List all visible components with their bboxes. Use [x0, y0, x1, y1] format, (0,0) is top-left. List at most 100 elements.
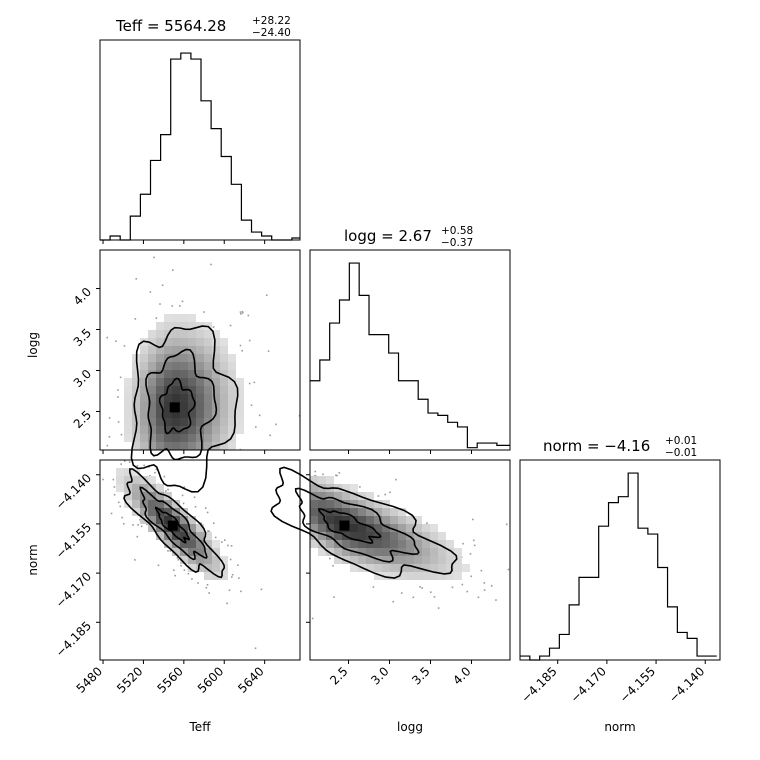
scatter-point: [306, 539, 308, 541]
scatter-point: [255, 647, 257, 649]
scatter-point: [127, 462, 129, 464]
density-cell: [188, 378, 196, 386]
title-logg-minus: −0.37: [441, 237, 473, 249]
scatter-point: [129, 461, 131, 463]
scatter-point: [173, 475, 175, 477]
density-cell: [390, 540, 398, 548]
density-cell: [196, 394, 204, 402]
scatter-point: [137, 524, 139, 526]
density-cell: [124, 378, 132, 386]
title-norm-minus: −0.01: [665, 447, 697, 459]
density-cell: [430, 532, 438, 540]
density-cell: [196, 346, 204, 354]
density-cell: [454, 564, 462, 572]
scatter-point: [208, 592, 210, 594]
density-cell: [156, 330, 164, 338]
scatter-point: [297, 533, 299, 535]
x-axis-label-teff: Teff: [189, 720, 212, 734]
scatter-point: [215, 537, 217, 539]
scatter-point: [213, 522, 215, 524]
scatter-point: [137, 455, 139, 457]
scatter-point: [395, 479, 397, 481]
scatter-point: [160, 463, 162, 465]
scatter-point: [174, 575, 176, 577]
density-cell: [196, 362, 204, 370]
scatter-point: [284, 520, 286, 522]
scatter-point: [301, 542, 303, 544]
scatter-point: [261, 589, 263, 591]
scatter-point: [249, 505, 251, 507]
density-cell: [212, 426, 220, 434]
scatter-point: [167, 489, 169, 491]
density-cell: [172, 434, 180, 442]
scatter-point: [430, 591, 432, 593]
scatter-point: [287, 509, 289, 511]
scatter-point: [229, 589, 231, 591]
density-cell: [204, 426, 212, 434]
scatter-point: [230, 325, 232, 327]
x-tick-label: 4.0: [450, 664, 473, 687]
scatter-point: [296, 500, 298, 502]
density-cell: [188, 314, 196, 322]
scatter-point: [339, 472, 341, 474]
scatter-point: [119, 506, 121, 508]
density-cell: [236, 426, 244, 434]
scatter-point: [256, 444, 258, 446]
density-cell: [382, 532, 390, 540]
scatter-point: [60, 347, 62, 349]
x-tick-label: 5520: [114, 664, 145, 695]
density-cell: [366, 516, 374, 524]
scatter-point: [111, 513, 113, 515]
title-logg-plus: +0.58: [441, 225, 473, 237]
scatter-point: [140, 550, 142, 552]
scatter-point: [103, 465, 105, 467]
density-cell: [204, 394, 212, 402]
density-cell: [172, 500, 180, 508]
density-cell: [156, 484, 164, 492]
density-cell: [180, 442, 188, 450]
density-cell: [196, 402, 204, 410]
x-tick-label: 5480: [74, 664, 105, 695]
density-cell: [382, 540, 390, 548]
scatter-point: [484, 582, 486, 584]
scatter-point: [240, 591, 242, 593]
scatter-point: [114, 494, 116, 496]
scatter-point: [109, 436, 111, 438]
x-axis-label-norm: norm: [604, 720, 635, 734]
density-cell: [140, 434, 148, 442]
scatter-point: [264, 538, 266, 540]
density-cell: [414, 556, 422, 564]
scatter-point: [462, 543, 464, 545]
scatter-point: [154, 538, 156, 540]
scatter-point: [238, 514, 240, 516]
density-cell: [188, 442, 196, 450]
scatter-point: [314, 471, 316, 473]
density-cell: [382, 548, 390, 556]
scatter-point: [286, 528, 288, 530]
density-cell: [124, 386, 132, 394]
scatter-point: [206, 491, 208, 493]
density-cell: [196, 330, 204, 338]
scatter-point: [192, 464, 194, 466]
scatter-point: [259, 415, 261, 417]
scatter-point: [233, 455, 235, 457]
density-cell: [326, 476, 334, 484]
scatter-point: [294, 476, 296, 478]
scatter-point: [401, 592, 403, 594]
scatter-point: [162, 284, 164, 286]
density-cell: [196, 434, 204, 442]
x-tick-label: −4.185: [519, 664, 560, 705]
density-cell: [140, 394, 148, 402]
scatter-point: [188, 466, 190, 468]
scatter-point: [164, 567, 166, 569]
density-cell: [148, 386, 156, 394]
scatter-point: [165, 490, 167, 492]
scatter-point: [270, 451, 272, 453]
density-cell: [164, 314, 172, 322]
density-cell: [172, 394, 180, 402]
scatter-point: [132, 524, 134, 526]
density-cell: [438, 556, 446, 564]
density-cell: [422, 572, 430, 580]
density-cell: [196, 354, 204, 362]
density-cell: [124, 402, 132, 410]
